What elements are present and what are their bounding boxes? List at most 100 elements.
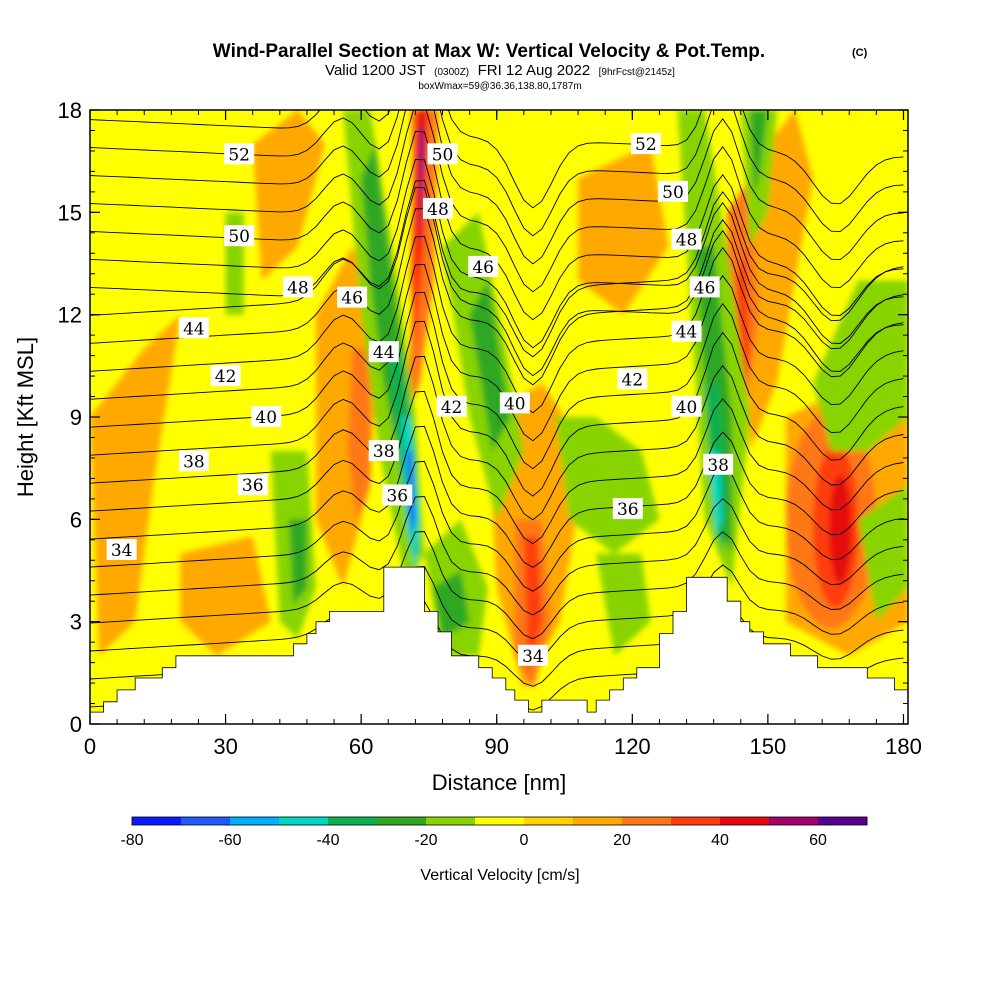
colorbar-swatch — [279, 817, 329, 825]
theta-contour — [90, 158, 904, 349]
contour-label-text: 38 — [183, 452, 205, 472]
contour-label-text: 50 — [228, 227, 250, 247]
colorbar-tick-label: 20 — [613, 832, 631, 849]
contour-label-text: 44 — [676, 323, 698, 343]
velocity-band — [578, 144, 669, 315]
theta-contour — [90, 460, 904, 592]
contour-label-box — [382, 484, 413, 506]
contour-label: 48 — [282, 276, 313, 298]
contour-label-text: 34 — [522, 647, 544, 667]
contour-label: 36 — [612, 498, 643, 520]
velocity-band — [419, 144, 424, 196]
contour-label-text: 36 — [617, 500, 639, 520]
contour-label-text: 50 — [432, 145, 454, 165]
terrain-mask — [90, 566, 908, 724]
contour-label-text: 42 — [441, 398, 463, 418]
velocity-band — [596, 553, 651, 656]
colorbar-swatch — [181, 817, 231, 825]
colorbar-swatch — [818, 817, 868, 825]
velocity-band — [813, 280, 908, 452]
x-tick-label: 60 — [349, 734, 373, 759]
contour-label: 46 — [689, 276, 720, 298]
contour-label-box — [612, 498, 643, 520]
contour-label-text: 42 — [622, 370, 644, 390]
chart-title: Wind-Parallel Section at Max W: Vertical… — [213, 41, 765, 62]
contour-label-box — [237, 474, 268, 496]
colorbar-swatch — [622, 817, 672, 825]
contour-label: 44 — [178, 317, 209, 339]
velocity-band — [288, 519, 307, 605]
contour-label-text: 40 — [676, 398, 698, 418]
contour-label-box — [106, 539, 137, 561]
y-tick-label: 6 — [70, 507, 82, 532]
colorbar-tick-label: -80 — [120, 832, 143, 849]
contour-label-box — [671, 228, 702, 250]
contour-label-text: 46 — [472, 258, 494, 278]
velocity-band — [555, 417, 660, 554]
contour-label: 50 — [657, 180, 688, 203]
title-block: Wind-Parallel Section at Max W: Vertical… — [213, 41, 868, 92]
velocity-band — [523, 536, 542, 673]
contour-label: 44 — [368, 341, 399, 363]
colorbar-swatch — [524, 817, 574, 825]
velocity-band — [749, 110, 768, 196]
x-tick-label: 30 — [213, 734, 237, 759]
contour-label: 52 — [630, 133, 661, 155]
contour-label: 34 — [517, 644, 548, 667]
x-tick-label: 90 — [484, 734, 508, 759]
theta-contour — [90, 179, 904, 358]
contour-label-box — [630, 133, 661, 155]
contour-label: 46 — [468, 255, 499, 278]
theta-contour — [90, 355, 904, 521]
contour-label: 34 — [106, 539, 137, 561]
contour-label-box — [671, 395, 702, 417]
contour-label-text: 48 — [427, 200, 449, 220]
contour-label-text: 44 — [183, 319, 205, 339]
y-tick-label: 0 — [70, 712, 82, 737]
contour-label-box — [368, 440, 399, 462]
contour-label-text: 34 — [111, 541, 133, 561]
contour-label: 40 — [499, 392, 530, 414]
contour-label: 42 — [617, 368, 648, 390]
contour-label: 38 — [703, 453, 734, 476]
contour-label-text: 44 — [373, 343, 395, 363]
colorbar-frame — [131, 816, 868, 826]
contour-label: 48 — [422, 197, 453, 220]
valid-time-line: Valid 1200 JST (0300Z) FRI 12 Aug 2022 [… — [325, 62, 675, 79]
velocity-band — [180, 536, 271, 656]
contour-label: 44 — [671, 320, 702, 343]
contour-label: 36 — [382, 484, 413, 506]
contour-label-text: 48 — [676, 231, 698, 251]
contour-label-box — [468, 255, 499, 277]
contour-label-box — [282, 276, 313, 298]
valid-date: FRI 12 Aug 2022 — [478, 62, 591, 79]
valid-prefix: Valid 1200 JST — [325, 62, 426, 79]
theta-contour — [90, 425, 904, 568]
contour-label-text: 46 — [694, 278, 716, 298]
y-tick-label: 3 — [70, 610, 82, 635]
x-tick-label: 0 — [84, 734, 96, 759]
colorbar-tick-label: -60 — [218, 832, 241, 849]
contour-labels: 52 52 50 50 50 48 48 48 46 46 46 44 44 44 42 42 42 40 40 40… — [106, 133, 734, 667]
contour-label-text: 50 — [662, 183, 684, 203]
contour-label-text: 42 — [215, 367, 237, 387]
colorbar-tick-label: -40 — [316, 832, 339, 849]
contour-label: 36 — [237, 474, 268, 496]
theta-contour — [90, 390, 904, 545]
copyright-mark: (C) — [852, 47, 868, 59]
x-tick-label: 150 — [750, 734, 787, 759]
contour-label-text: 38 — [707, 456, 729, 476]
contour-label: 38 — [368, 440, 399, 462]
contour-label-box — [337, 286, 368, 308]
contour-label-box — [703, 453, 734, 475]
contour-label-box — [499, 392, 530, 414]
velocity-band — [433, 570, 470, 639]
contour-label-text: 40 — [504, 394, 526, 414]
theta-contour — [90, 235, 904, 414]
x-axis-label: Distance [nm] — [432, 770, 567, 795]
colorbar-swatch — [377, 817, 427, 825]
colorbar-swatch — [475, 817, 525, 825]
contour-label-box — [436, 395, 467, 417]
